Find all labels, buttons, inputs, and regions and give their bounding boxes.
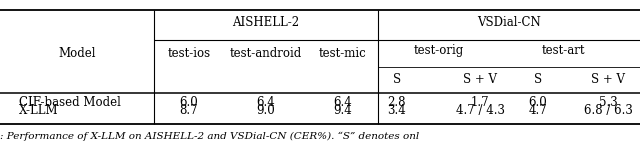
Text: CIF-based Model: CIF-based Model [19, 96, 121, 109]
Text: test-android: test-android [230, 47, 301, 60]
Text: : Performance of X-LLM on AISHELL-2 and VSDial-CN (CER%). “S” denotes onl: : Performance of X-LLM on AISHELL-2 and … [0, 131, 419, 141]
Text: 9.4: 9.4 [333, 104, 352, 117]
Text: 6.4: 6.4 [333, 96, 352, 109]
Text: 8.7: 8.7 [179, 104, 198, 117]
Text: S + V: S + V [463, 73, 497, 86]
Text: test-ios: test-ios [167, 47, 211, 60]
Text: 2.8: 2.8 [388, 96, 406, 109]
Text: 6.0: 6.0 [179, 96, 198, 109]
Text: 4.7: 4.7 [528, 104, 547, 117]
Text: S: S [534, 73, 541, 86]
Text: S: S [393, 73, 401, 86]
Text: 6.8 / 6.3: 6.8 / 6.3 [584, 104, 632, 117]
Text: test-orig: test-orig [413, 44, 463, 57]
Text: 5.3: 5.3 [598, 96, 618, 109]
Text: 3.4: 3.4 [387, 104, 406, 117]
Text: test-mic: test-mic [319, 47, 366, 60]
Text: 6.0: 6.0 [528, 96, 547, 109]
Text: X-LLM: X-LLM [19, 104, 59, 117]
Text: VSDial-CN: VSDial-CN [477, 16, 541, 29]
Text: S + V: S + V [591, 73, 625, 86]
Text: 6.4: 6.4 [256, 96, 275, 109]
Text: Model: Model [58, 47, 95, 60]
Text: 1.7: 1.7 [470, 96, 490, 109]
Text: test-art: test-art [541, 44, 585, 57]
Text: AISHELL-2: AISHELL-2 [232, 16, 299, 29]
Text: 9.0: 9.0 [256, 104, 275, 117]
Text: 4.7 / 4.3: 4.7 / 4.3 [456, 104, 504, 117]
